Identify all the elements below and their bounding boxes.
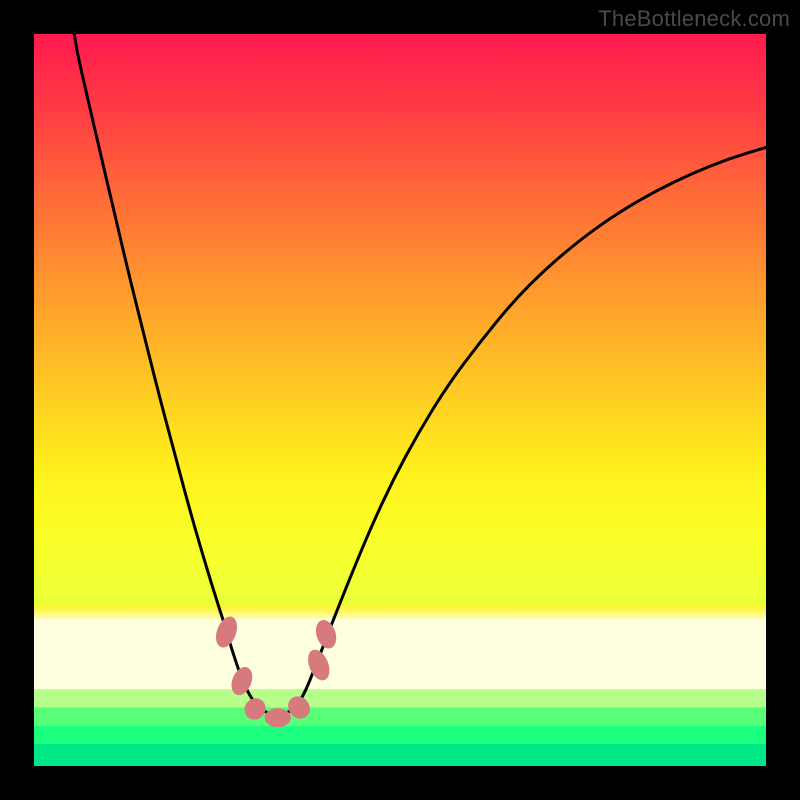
bottleneck-chart <box>0 0 800 800</box>
trough-marker-3 <box>265 708 291 727</box>
band-green_3 <box>34 726 766 744</box>
band-green_2 <box>34 707 766 725</box>
band-pale_band <box>34 620 766 693</box>
band-green_1 <box>34 689 766 707</box>
lower-color-bands <box>34 620 766 766</box>
watermark-text: TheBottleneck.com <box>598 6 790 32</box>
chart-container <box>0 0 800 800</box>
band-green_4 <box>34 744 766 766</box>
